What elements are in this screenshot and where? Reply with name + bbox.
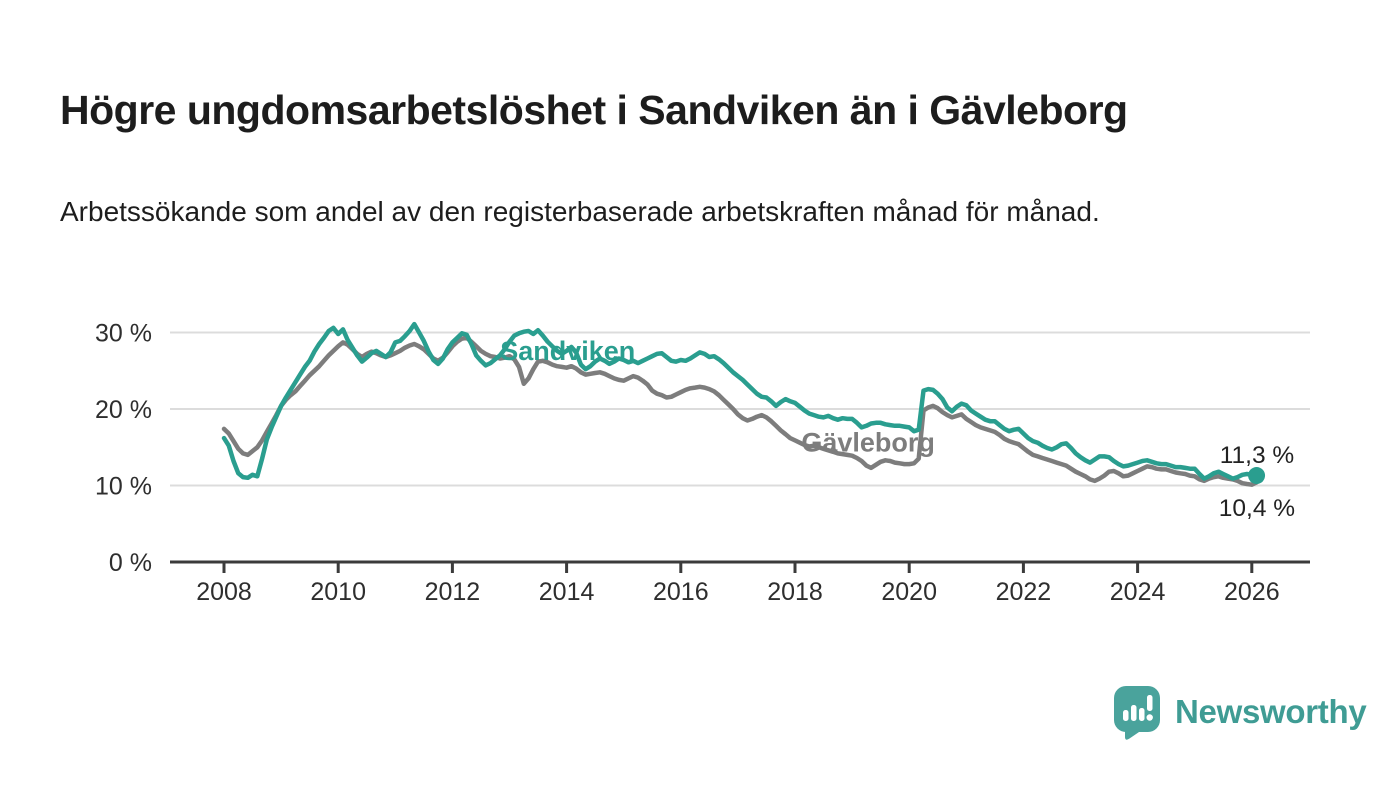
x-tick-label: 2012 — [425, 578, 481, 606]
x-tick-label: 2014 — [539, 578, 595, 606]
series-label-gvleborg: Gävleborg — [801, 428, 935, 458]
y-tick-label: 0 % — [109, 549, 152, 577]
series-line-gvleborg — [221, 335, 1259, 487]
series-label-sandviken: Sandviken — [500, 336, 635, 366]
x-tick-label: 2022 — [996, 578, 1052, 606]
x-tick-label: 2020 — [881, 578, 937, 606]
y-tick-label: 20 % — [95, 396, 152, 424]
x-tick-label: 2018 — [767, 578, 823, 606]
speech-bubble-bar-chart-icon — [1114, 686, 1160, 740]
series-end-dot — [1248, 467, 1266, 485]
y-tick-label: 30 % — [95, 320, 152, 348]
end-value-label: 11,3 % — [1220, 442, 1294, 469]
end-value-label: 10,4 % — [1219, 495, 1295, 522]
x-tick-label: 2008 — [196, 578, 252, 606]
y-tick-label: 10 % — [95, 473, 152, 501]
brand-wordmark: Newsworthy — [1175, 693, 1367, 730]
x-tick-label: 2026 — [1224, 578, 1280, 606]
newsworthy-brand: Newsworthy — [1112, 684, 1367, 740]
unemployment-line-chart: 2008 2010 2012 2014 2016 2018 2020 2022 2024 2026… — [95, 320, 1310, 606]
x-tick-label: 2016 — [653, 578, 709, 606]
series-line-sandviken — [221, 321, 1259, 481]
page-title: Högre ungdomsarbetslöshet i Sandviken än… — [60, 87, 1128, 134]
x-tick-label: 2010 — [310, 578, 366, 606]
chart-description: Arbetssökande som andel av den registerb… — [60, 196, 1100, 227]
x-tick-label: 2024 — [1110, 578, 1166, 606]
